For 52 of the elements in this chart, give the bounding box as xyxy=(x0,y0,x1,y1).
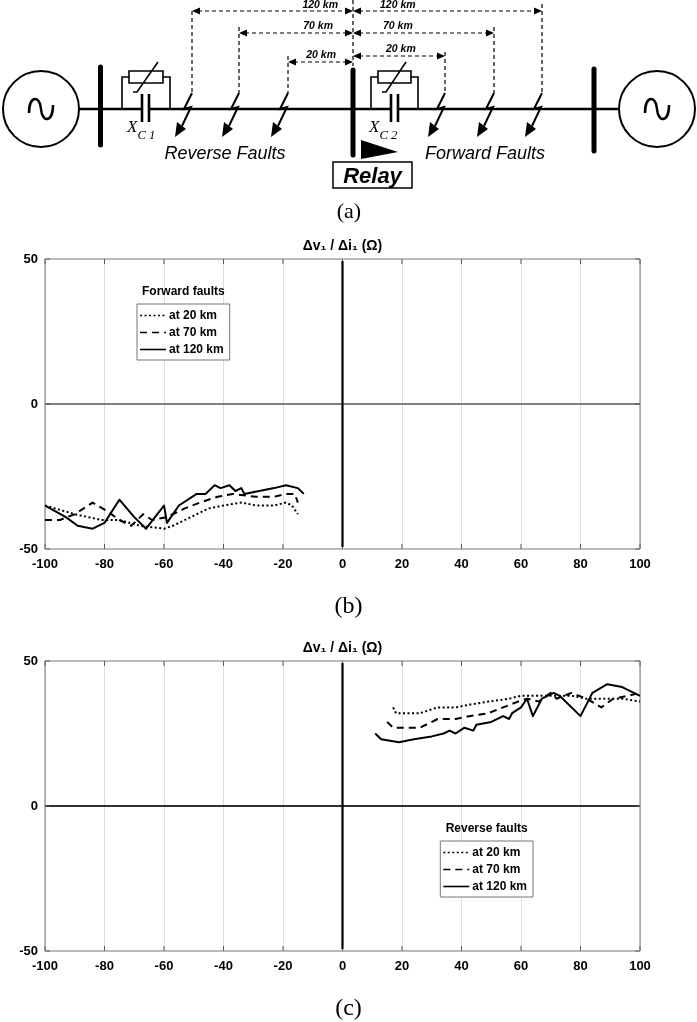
x-tick-label: 40 xyxy=(454,556,469,572)
legend-label: at 20 km xyxy=(472,844,521,859)
x-tick-label: -60 xyxy=(154,958,174,974)
x-tick-label: -40 xyxy=(214,556,233,572)
x-tick-label: 60 xyxy=(513,958,529,974)
x-tick-label: -100 xyxy=(31,556,59,572)
x-tick-label: 20 xyxy=(394,958,410,974)
legend-label: at 120 km xyxy=(472,878,527,893)
x-tick-label: -80 xyxy=(95,958,114,974)
text: Relay xyxy=(343,163,404,188)
chart-title: Δv₁ / Δi₁ (Ω) xyxy=(302,237,383,253)
x-tick-label: 0 xyxy=(338,958,347,974)
text: 20 km xyxy=(305,48,336,60)
text: 70 km xyxy=(383,19,413,31)
x-tick-label: 80 xyxy=(573,958,588,974)
x-tick-label: -100 xyxy=(31,958,59,974)
legend-label: at 70 km xyxy=(472,861,521,876)
text: Forward Faults xyxy=(424,143,546,163)
y-tick-label: -50 xyxy=(19,942,38,958)
y-tick-label: 50 xyxy=(23,250,38,266)
legend-label: at 70 km xyxy=(169,324,218,339)
text: 120 km xyxy=(380,0,416,10)
text: 70 km xyxy=(303,19,333,31)
text: Reverse Faults xyxy=(164,143,286,163)
legend-title: Forward faults xyxy=(142,284,226,298)
x-tick-label: 20 xyxy=(394,556,410,572)
legend-title: Reverse faults xyxy=(445,821,528,835)
legend-label: at 120 km xyxy=(169,341,224,356)
x-tick-label: 100 xyxy=(629,958,651,974)
text: (a) xyxy=(336,198,362,223)
y-tick-label: -50 xyxy=(19,540,38,556)
x-tick-label: 80 xyxy=(573,556,588,572)
text: (c) xyxy=(334,994,363,1020)
text: X$_{C 1}$ xyxy=(126,117,156,142)
text: 120 km xyxy=(302,0,338,10)
text: (b) xyxy=(333,592,364,618)
y-tick-label: 0 xyxy=(30,797,38,813)
x-tick-label: 0 xyxy=(338,556,347,572)
legend-label: at 20 km xyxy=(169,307,218,322)
chart-title: Δv₁ / Δi₁ (Ω) xyxy=(302,639,383,655)
text: X$_{C 2}$ xyxy=(368,117,399,142)
x-tick-label: -20 xyxy=(273,556,293,572)
x-tick-label: -60 xyxy=(154,556,174,572)
x-tick-label: -20 xyxy=(273,958,293,974)
x-tick-label: 100 xyxy=(629,556,651,572)
x-tick-label: -40 xyxy=(214,958,233,974)
x-tick-label: 60 xyxy=(513,556,529,572)
x-tick-label: -80 xyxy=(95,556,114,572)
y-tick-label: 0 xyxy=(30,395,38,411)
y-tick-label: 50 xyxy=(23,652,38,668)
text: 20 km xyxy=(385,42,416,54)
x-tick-label: 40 xyxy=(454,958,469,974)
